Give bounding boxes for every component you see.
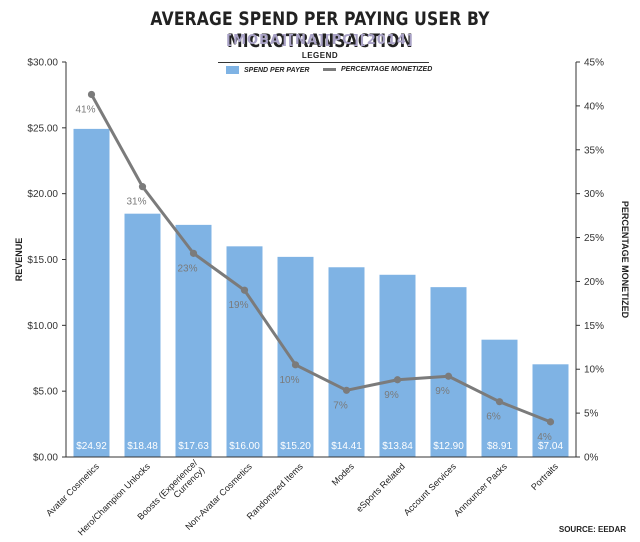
bar: [226, 246, 263, 457]
bar: [124, 213, 161, 457]
percentage-label: 19%: [228, 300, 248, 311]
bar: [328, 267, 365, 457]
percentage-point: [393, 376, 402, 384]
y-tick-label: $30.00: [27, 58, 58, 69]
legend-item-spend: SPEND PER PAYER: [226, 66, 309, 74]
legend-item-percentage: PERCENTAGE MONETIZED: [323, 66, 432, 73]
bar: [532, 364, 569, 457]
percentage-point: [87, 90, 96, 99]
legend-title: LEGEND: [301, 51, 339, 60]
category-label: Modes: [330, 461, 357, 488]
bar-value-label: $8.91: [487, 441, 512, 452]
bar-value-label: $12.90: [433, 441, 464, 452]
bar: [277, 256, 314, 457]
percentage-label: 10%: [279, 375, 299, 386]
legend-swatch-line: [323, 68, 336, 71]
percentage-label: 31%: [126, 197, 146, 208]
chart-subtitle: [MOBA][NA][PC][2014]: [226, 33, 414, 48]
y-right-tick-label: 25%: [584, 233, 604, 244]
y-right-tick-label: 15%: [584, 321, 604, 332]
y-tick-label: $15.00: [27, 255, 58, 266]
percentage-point: [444, 372, 453, 380]
y-right-axis-title: PERCENTAGE MONETIZED: [620, 201, 630, 319]
y-right-tick-label: 35%: [584, 145, 604, 156]
legend-swatch-bar: [226, 66, 239, 74]
percentage-label: 9%: [384, 390, 399, 401]
percentage-point: [546, 418, 555, 426]
chart-title: AVERAGE SPEND PER PAYING USER BY MICROTR…: [150, 8, 490, 52]
legend-divider: [218, 62, 429, 63]
y-right-tick-label: 30%: [584, 189, 604, 200]
bar-value-label: $17.63: [178, 441, 209, 452]
category-label: Account Services: [402, 461, 459, 518]
category-label: Avatar Cosmetics: [44, 461, 101, 518]
y-right-tick-label: 40%: [584, 101, 604, 112]
bar-value-label: $7.04: [538, 441, 563, 452]
category-label: eSports Related: [354, 461, 407, 514]
percentage-label: 41%: [75, 104, 95, 115]
y-tick-label: $0.00: [33, 453, 58, 464]
y-tick-label: $5.00: [33, 387, 58, 398]
category-label: Announcer Packs: [452, 461, 509, 518]
percentage-label: 6%: [486, 412, 501, 423]
y-right-tick-label: 10%: [584, 365, 604, 376]
bar-value-label: $13.84: [382, 441, 413, 452]
category-label: Portraits: [529, 461, 560, 492]
percentage-label: 23%: [177, 263, 197, 274]
category-label: Randomized Items: [245, 461, 305, 521]
percentage-point: [342, 386, 351, 394]
bar: [175, 224, 212, 457]
legend-label-percentage: PERCENTAGE MONETIZED: [341, 66, 433, 73]
percentage-point: [189, 249, 198, 257]
y-right-tick-label: 0%: [584, 453, 599, 464]
y-axis-title: REVENUE: [14, 238, 24, 282]
bar-value-label: $24.92: [76, 441, 107, 452]
y-right-tick-label: 5%: [584, 409, 599, 420]
percentage-point: [240, 286, 249, 294]
y-right-tick-label: 20%: [584, 277, 604, 288]
legend-label-spend: SPEND PER PAYER: [244, 66, 310, 74]
y-tick-label: $25.00: [27, 123, 58, 134]
bar-value-label: $18.48: [127, 441, 158, 452]
percentage-point: [495, 398, 504, 406]
percentage-line: [90, 93, 552, 424]
percentage-label: 7%: [333, 400, 348, 411]
y-right-tick-label: 45%: [584, 58, 604, 69]
bar: [73, 128, 110, 458]
source-note: SOURCE: EEDAR: [558, 525, 626, 534]
percentage-point: [138, 183, 147, 191]
percentage-point: [291, 361, 300, 369]
bar: [379, 274, 416, 457]
bar: [430, 287, 467, 457]
y-tick-label: $10.00: [27, 321, 58, 332]
percentage-label: 4%: [537, 432, 552, 443]
y-tick-label: $20.00: [27, 189, 58, 200]
bar-value-label: $14.41: [331, 441, 362, 452]
bar-value-label: $15.20: [280, 441, 311, 452]
bar-value-label: $16.00: [229, 441, 260, 452]
percentage-label: 9%: [435, 386, 450, 397]
